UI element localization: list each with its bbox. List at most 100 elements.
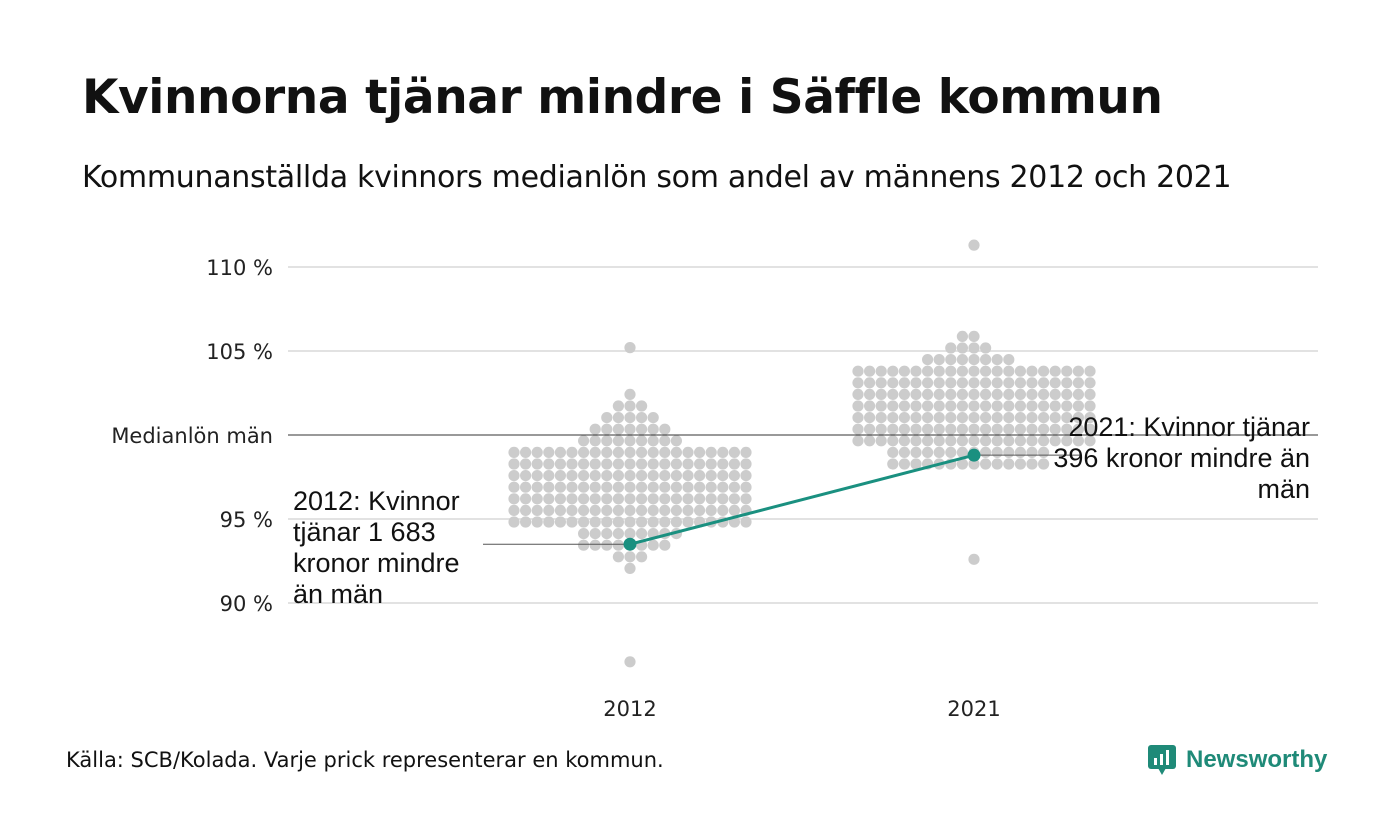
municipality-dot bbox=[1026, 446, 1038, 458]
municipality-dot bbox=[624, 423, 636, 435]
municipality-dot bbox=[554, 458, 567, 470]
municipality-dot bbox=[1038, 458, 1050, 470]
municipality-dot bbox=[636, 435, 648, 447]
municipality-dot bbox=[531, 516, 543, 528]
municipality-dot bbox=[601, 423, 613, 435]
municipality-dot bbox=[578, 516, 590, 528]
municipality-dot bbox=[636, 423, 648, 435]
municipality-dot bbox=[875, 435, 887, 447]
municipality-dot bbox=[659, 481, 671, 493]
source-note: Källa: SCB/Kolada. Varje prick represent… bbox=[66, 748, 664, 772]
municipality-dot bbox=[647, 481, 659, 493]
municipality-dot bbox=[624, 493, 636, 505]
municipality-dot bbox=[554, 516, 567, 528]
municipality-dot bbox=[910, 446, 922, 458]
municipality-dot bbox=[956, 388, 969, 400]
y-tick-label: 90 % bbox=[220, 592, 273, 616]
municipality-dot bbox=[543, 470, 555, 482]
municipality-dot bbox=[956, 435, 969, 447]
municipality-dot bbox=[612, 423, 625, 435]
municipality-dot bbox=[520, 504, 532, 516]
municipality-dot bbox=[647, 504, 659, 516]
municipality-dot bbox=[956, 377, 969, 389]
municipality-dot bbox=[1026, 400, 1038, 412]
municipality-dot bbox=[636, 412, 648, 424]
municipality-dot bbox=[852, 400, 864, 412]
municipality-dot bbox=[875, 388, 887, 400]
municipality-dot bbox=[566, 470, 578, 482]
municipality-dot bbox=[624, 342, 636, 354]
municipality-dot bbox=[670, 435, 683, 447]
municipality-dot bbox=[717, 470, 729, 482]
municipality-dot bbox=[922, 354, 934, 366]
municipality-dot bbox=[1084, 388, 1096, 400]
municipality-dot bbox=[980, 423, 992, 435]
municipality-dot bbox=[864, 400, 876, 412]
municipality-dot bbox=[636, 551, 648, 563]
municipality-dot bbox=[682, 470, 694, 482]
municipality-dot bbox=[508, 516, 520, 528]
municipality-dot bbox=[956, 354, 969, 366]
municipality-dot bbox=[589, 446, 601, 458]
municipality-dot bbox=[520, 470, 532, 482]
municipality-dot bbox=[554, 470, 567, 482]
municipality-dot bbox=[898, 388, 911, 400]
municipality-dot bbox=[531, 504, 543, 516]
municipality-dot bbox=[898, 423, 911, 435]
municipality-dot bbox=[852, 423, 864, 435]
municipality-dot bbox=[1038, 400, 1050, 412]
annotation-2012-line: tjänar 1 683 bbox=[293, 517, 436, 547]
municipality-dot bbox=[980, 354, 992, 366]
municipality-dot bbox=[1003, 435, 1015, 447]
municipality-dot bbox=[1014, 435, 1026, 447]
municipality-dot bbox=[740, 458, 752, 470]
municipality-dot bbox=[875, 423, 887, 435]
municipality-dot bbox=[705, 470, 717, 482]
municipality-dot bbox=[922, 446, 934, 458]
municipality-dot bbox=[670, 493, 683, 505]
municipality-dot bbox=[717, 446, 729, 458]
municipality-dot bbox=[566, 504, 578, 516]
municipality-dot bbox=[520, 458, 532, 470]
municipality-dot bbox=[1038, 377, 1050, 389]
municipality-dot bbox=[508, 470, 520, 482]
municipality-dot bbox=[578, 470, 590, 482]
municipality-dot bbox=[601, 528, 613, 540]
municipality-dot bbox=[740, 493, 752, 505]
municipality-dot bbox=[624, 446, 636, 458]
municipality-dot bbox=[945, 342, 957, 354]
annotation-2021-line: män bbox=[1257, 474, 1310, 504]
x-tick-label: 2012 bbox=[603, 697, 656, 721]
municipality-dot bbox=[543, 458, 555, 470]
municipality-dot bbox=[910, 388, 922, 400]
municipality-dot bbox=[852, 377, 864, 389]
municipality-dot bbox=[898, 400, 911, 412]
municipality-dot bbox=[1014, 400, 1026, 412]
municipality-dot bbox=[659, 504, 671, 516]
annotation-2012: 2012: Kvinnor tjänar 1 683 kronor mindre än… bbox=[293, 486, 460, 609]
municipality-dot bbox=[933, 388, 945, 400]
municipality-dot bbox=[991, 423, 1003, 435]
municipality-dot bbox=[566, 446, 578, 458]
municipality-dot bbox=[624, 516, 636, 528]
municipality-dot bbox=[1003, 423, 1015, 435]
municipality-dot bbox=[636, 458, 648, 470]
municipality-dot bbox=[922, 377, 934, 389]
municipality-dot bbox=[864, 412, 876, 424]
municipality-dot bbox=[694, 493, 706, 505]
municipality-dot bbox=[612, 470, 625, 482]
municipality-dot bbox=[624, 481, 636, 493]
y-tick-label: 105 % bbox=[206, 340, 273, 364]
municipality-dot bbox=[682, 516, 694, 528]
municipality-dots bbox=[508, 239, 1096, 668]
municipality-dot bbox=[601, 493, 613, 505]
municipality-dot bbox=[968, 400, 980, 412]
municipality-dot bbox=[898, 365, 911, 377]
municipality-dot bbox=[601, 458, 613, 470]
municipality-dot bbox=[945, 446, 957, 458]
municipality-dot bbox=[647, 446, 659, 458]
municipality-dot bbox=[887, 377, 899, 389]
y-tick-label: Medianlön män bbox=[111, 424, 273, 448]
municipality-dot bbox=[612, 539, 625, 551]
municipality-dot bbox=[659, 470, 671, 482]
